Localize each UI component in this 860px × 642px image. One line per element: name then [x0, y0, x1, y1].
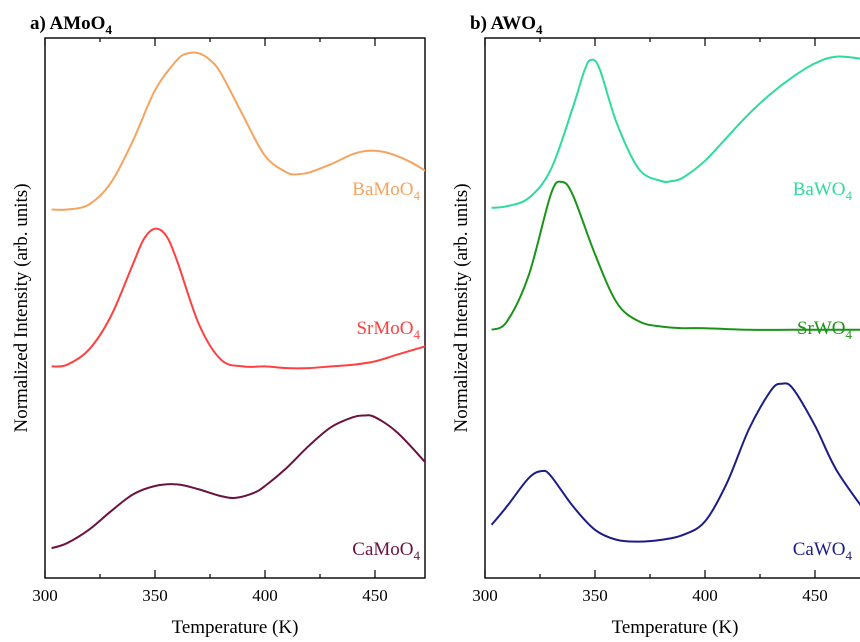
x-tick-label: 350: [582, 586, 608, 605]
panel-a-series-group: [51, 51, 425, 550]
series-label-bawo4: BaWO4: [793, 179, 853, 203]
series-label-srwo4: SrWO4: [797, 318, 853, 342]
x-tick-label: 450: [802, 586, 828, 605]
x-tick-label: 350: [142, 586, 168, 605]
panel-b-title: b) AWO4: [470, 13, 543, 37]
series-label-cawo4: CaWO4: [793, 539, 853, 563]
panel-b-series-group: [490, 55, 860, 543]
x-tick-label: 400: [692, 586, 718, 605]
panel-a: a) AMoO4 300 350 400 450 Temperature (K) No…: [11, 13, 426, 638]
series-line-bamoo4: [51, 51, 425, 211]
panel-a-x-axis-label: Temperature (K): [172, 617, 299, 638]
panel-a-y-axis-label: Normalized Intensity (arb. units): [11, 183, 32, 432]
x-tick-label: 300: [32, 586, 58, 605]
panel-a-plot-frame: [44, 37, 426, 579]
series-line-camoo4: [51, 414, 425, 550]
panel-a-title: a) AMoO4: [30, 13, 112, 37]
x-tick-label: 400: [252, 586, 278, 605]
x-tick-label: 300: [472, 586, 498, 605]
series-label-bamoo4: BaMoO4: [352, 179, 420, 203]
panel-b-y-axis-label: Normalized Intensity (arb. units): [451, 183, 472, 432]
panel-b-plot-frame: [484, 37, 860, 579]
series-line-srmoo4: [51, 227, 425, 370]
panel-b-x-axis-label: Temperature (K): [612, 617, 739, 638]
series-line-cawo4: [490, 382, 860, 543]
panel-b: b) AWO4 300 350 400 450 Temperature (K) Nor…: [451, 13, 860, 638]
panel-a-x-ticks: 300 350 400 450: [32, 38, 388, 605]
x-tick-label: 450: [362, 586, 388, 605]
series-label-srmoo4: SrMoO4: [356, 318, 420, 342]
series-line-srwo4: [491, 180, 860, 331]
series-line-bawo4: [491, 55, 860, 209]
panel-b-x-ticks: 300 350 400 450: [472, 38, 828, 605]
series-label-camoo4: CaMoO4: [352, 539, 420, 563]
